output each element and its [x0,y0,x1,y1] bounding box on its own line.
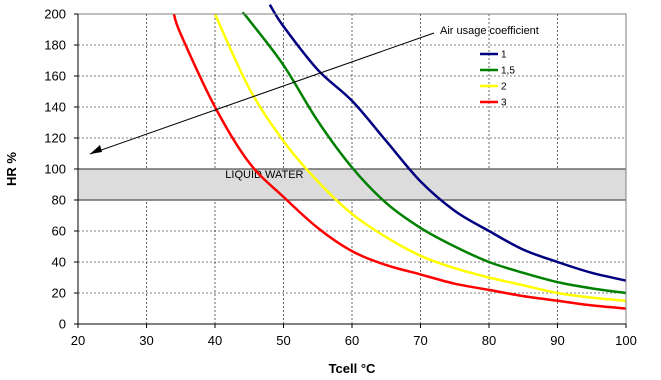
x-tick-label: 90 [550,333,564,348]
liquid-water-band [77,168,627,201]
x-tick-label: 80 [482,333,496,348]
legend-label: 3 [501,98,507,109]
legend-label: 1 [501,50,507,61]
x-tick-label: 70 [413,333,427,348]
series-lines [172,4,627,310]
x-tick-label: 60 [345,333,359,348]
y-ticks: 0 20 40 60 80 100 120 140 160 180 200 [44,7,78,332]
y-tick-label: 100 [44,162,66,177]
legend: 1 1,5 2 3 [480,50,515,109]
legend-title-annotation: Air usage coefficient [89,25,539,155]
x-tick-label: 50 [276,333,290,348]
y-tick-label: 20 [52,286,66,301]
legend-title-arrow [89,32,435,155]
y-tick-label: 200 [44,7,66,22]
y-tick-label: 120 [44,131,66,146]
legend-label: 2 [501,82,507,93]
liquid-water-region: LIQUID WATER [77,168,627,201]
y-tick-label: 60 [52,224,66,239]
y-tick-label: 40 [52,255,66,270]
y-axis-title: HR % [4,152,19,186]
x-tick-label: 20 [71,333,85,348]
y-tick-label: 180 [44,38,66,53]
series-line-3 [172,13,627,310]
legend-title: Air usage coefficient [440,25,539,37]
y-tick-label: 160 [44,69,66,84]
series-line-1-5 [241,11,627,295]
x-ticks: 20 30 40 50 60 70 80 90 100 [71,324,637,348]
y-tick-label: 140 [44,100,66,115]
y-tick-label: 80 [52,193,66,208]
legend-label: 1,5 [501,66,515,77]
x-axis-title: Tcell °C [329,361,376,376]
arrowhead-icon [90,145,102,154]
x-tick-label: 100 [615,333,637,348]
liquid-water-label: LIQUID WATER [225,169,303,181]
series-line-2 [213,13,627,302]
y-tick-label: 0 [59,317,66,332]
x-tick-label: 40 [208,333,222,348]
x-tick-label: 30 [139,333,153,348]
series-line-1 [268,4,627,282]
